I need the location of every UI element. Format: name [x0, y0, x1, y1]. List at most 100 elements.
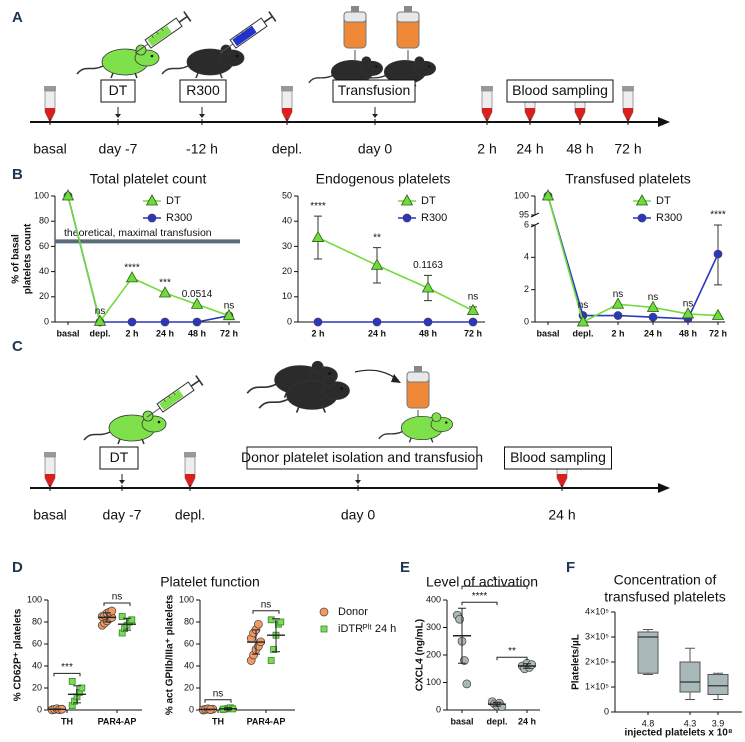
syringe-icon — [146, 375, 204, 418]
y-tick-label: 0 — [436, 704, 441, 714]
legend-label: DT — [421, 195, 436, 207]
x-tick-label: 48 h — [419, 328, 437, 338]
data-point — [190, 297, 204, 309]
data-point — [372, 317, 382, 327]
y-axis-label: % act GPIIb/IIIa⁺ platelets — [165, 594, 176, 715]
y-tick-label: 100 — [514, 190, 529, 200]
significance-label: ns — [213, 688, 224, 699]
step-box — [506, 79, 614, 103]
tube-cap — [184, 452, 196, 457]
step-box — [99, 446, 139, 470]
x-tick-label: TH — [212, 716, 224, 726]
significance-label: ns — [261, 599, 272, 610]
data-point — [128, 616, 136, 624]
x-tick-label: 72 h — [464, 328, 482, 338]
blood-bag-icon — [396, 6, 420, 60]
tube-blood — [557, 474, 567, 488]
legend-label: R300 — [166, 212, 192, 224]
box — [679, 661, 701, 693]
panel-label: E — [400, 559, 410, 576]
x-tick-label: basal — [56, 328, 79, 338]
mouse-ear — [323, 375, 336, 388]
x-tick-label: 2 h — [125, 328, 138, 338]
legend-label: DT — [166, 195, 181, 207]
mouse-tail — [161, 65, 189, 75]
timeline-label: basal — [33, 141, 66, 157]
data-point — [576, 315, 590, 327]
mouse-eye — [375, 65, 378, 68]
mouse-legs — [195, 72, 223, 79]
y-tick-label: 10 — [282, 291, 292, 301]
timeline-label: 48 h — [566, 141, 593, 157]
legend-label: iDTRᴾˡᵗ 24 h — [338, 623, 396, 635]
step-label: Donor platelet isolation and transfusion — [241, 449, 483, 465]
needle — [146, 407, 161, 418]
tube-blood — [282, 108, 292, 122]
y-tick-label: 6 — [524, 219, 529, 229]
needle — [134, 43, 149, 54]
chart-title: Transfused platelets — [565, 171, 691, 187]
needle — [219, 43, 234, 54]
data-point — [192, 317, 202, 327]
y-tick-label: 0 — [37, 704, 42, 714]
mouse-eye — [445, 421, 448, 424]
y-tick-label: 300 — [426, 622, 441, 632]
arrow-head — [355, 480, 361, 484]
transfer-arrowhead — [391, 374, 401, 383]
step-label: DT — [110, 449, 129, 465]
sample-tube-icon — [622, 86, 634, 123]
sd-bar — [272, 618, 280, 653]
data-point — [421, 281, 435, 293]
x-tick-label: 2 h — [611, 328, 624, 338]
y-tick-label: 0 — [189, 704, 194, 714]
significance-label: ** — [373, 232, 381, 243]
x-tick-label: depl. — [572, 328, 593, 338]
data-point — [370, 258, 384, 270]
x-tick-label: 4.8 — [642, 718, 655, 728]
sd-bar — [103, 612, 111, 623]
sd-bar — [252, 629, 260, 655]
significance-bracket — [461, 585, 528, 590]
y-tick-label: 60 — [184, 638, 194, 648]
mouse-icon — [76, 44, 160, 79]
y-axis-label: platelets count — [23, 223, 34, 294]
timeline-label: day 0 — [358, 141, 392, 157]
data-point — [78, 684, 86, 692]
data-point — [466, 303, 480, 316]
mouse-icon — [161, 44, 245, 79]
x-tick-label: depl. — [89, 328, 110, 338]
timeline-label: day -7 — [103, 507, 142, 523]
chart-title: Platelet function — [160, 574, 260, 590]
significance-bracket — [461, 601, 498, 606]
y-tick-label: 80 — [39, 216, 49, 226]
mouse-tail — [308, 74, 333, 84]
y-tick-label: 400 — [426, 594, 441, 604]
y-tick-label: 2×10⁵ — [585, 656, 609, 666]
data-point — [527, 660, 537, 669]
mouse-eye — [340, 386, 344, 390]
panel-label: B — [12, 166, 23, 183]
series-line — [547, 195, 719, 324]
x-tick-label: PAR4-AP — [247, 716, 286, 726]
mouse-eye — [328, 371, 332, 375]
plunger — [190, 375, 204, 387]
significance-label: 0.1163 — [413, 260, 443, 271]
data-point — [277, 618, 285, 626]
y-tick-label: 100 — [27, 594, 42, 604]
y-tick-label: 1×10⁵ — [585, 681, 609, 691]
legend-marker — [635, 194, 649, 206]
mouse-icon — [308, 56, 383, 87]
box — [637, 631, 659, 674]
y-tick-label: 4×10⁵ — [585, 606, 609, 616]
data-point — [267, 657, 275, 664]
data-point — [127, 317, 137, 327]
y-tick-label: 60 — [39, 241, 49, 251]
x-tick-label: 72 h — [709, 328, 727, 338]
ticks — [163, 392, 176, 402]
sd-bar — [73, 685, 81, 704]
y-tick-label: 30 — [282, 241, 292, 251]
x-tick-label: 2 h — [311, 328, 324, 338]
series-line — [547, 195, 719, 320]
mouse-legs — [110, 72, 138, 79]
